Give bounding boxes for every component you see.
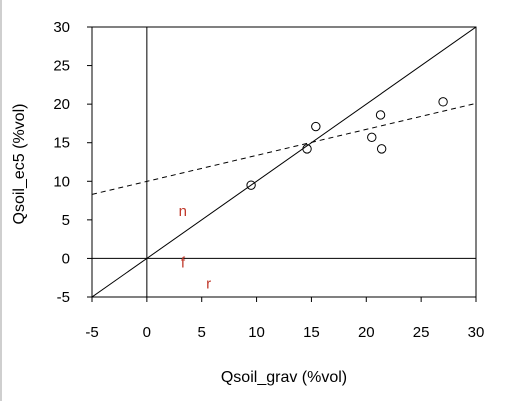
y-axis-title: Qsoil_ec5 (%vol): [11, 104, 28, 225]
y-tick-label: 20: [53, 96, 70, 113]
x-tick-label: 10: [248, 324, 265, 341]
x-tick-label: 25: [413, 324, 430, 341]
x-tick-label: 30: [468, 324, 485, 341]
data-point: [311, 121, 321, 132]
y-tick-label: 25: [53, 58, 70, 75]
data-point: [375, 110, 386, 120]
y-tick-label: 15: [53, 135, 70, 152]
annotation-label: f: [181, 255, 186, 272]
data-point: [246, 180, 256, 190]
data-point: [438, 97, 448, 107]
window-edge: [0, 0, 2, 401]
y-tick-label: 10: [53, 173, 70, 190]
line-group: [92, 27, 476, 297]
regression-line: [92, 102, 476, 195]
y-tick-label: 5: [62, 212, 70, 229]
y-tick-label: -5: [57, 289, 70, 306]
chart-marks: [87, 26, 477, 302]
x-tick-label: 0: [143, 324, 151, 341]
x-tick-label: 20: [358, 324, 375, 341]
y-tick-label: 0: [62, 250, 70, 267]
annotation-label: r: [206, 276, 211, 293]
data-point: [302, 144, 312, 154]
x-tick-label: 5: [198, 324, 206, 341]
annotation-label: n: [179, 203, 187, 220]
y-tick-label: 30: [53, 19, 70, 36]
x-axis-title: Qsoil_grav (%vol): [221, 369, 347, 386]
x-tick-label: -5: [85, 324, 98, 341]
x-tick-label: 15: [303, 324, 320, 341]
data-point: [367, 132, 377, 143]
plot-frame: [91, 26, 477, 298]
data-point: [376, 144, 387, 154]
one-to-one-line: [92, 27, 476, 297]
chart-labels: -5 0 5 10 15 20 25 30 -5 0 5 10 15 20 25 30 Qsoil_grav (…: [11, 19, 484, 386]
